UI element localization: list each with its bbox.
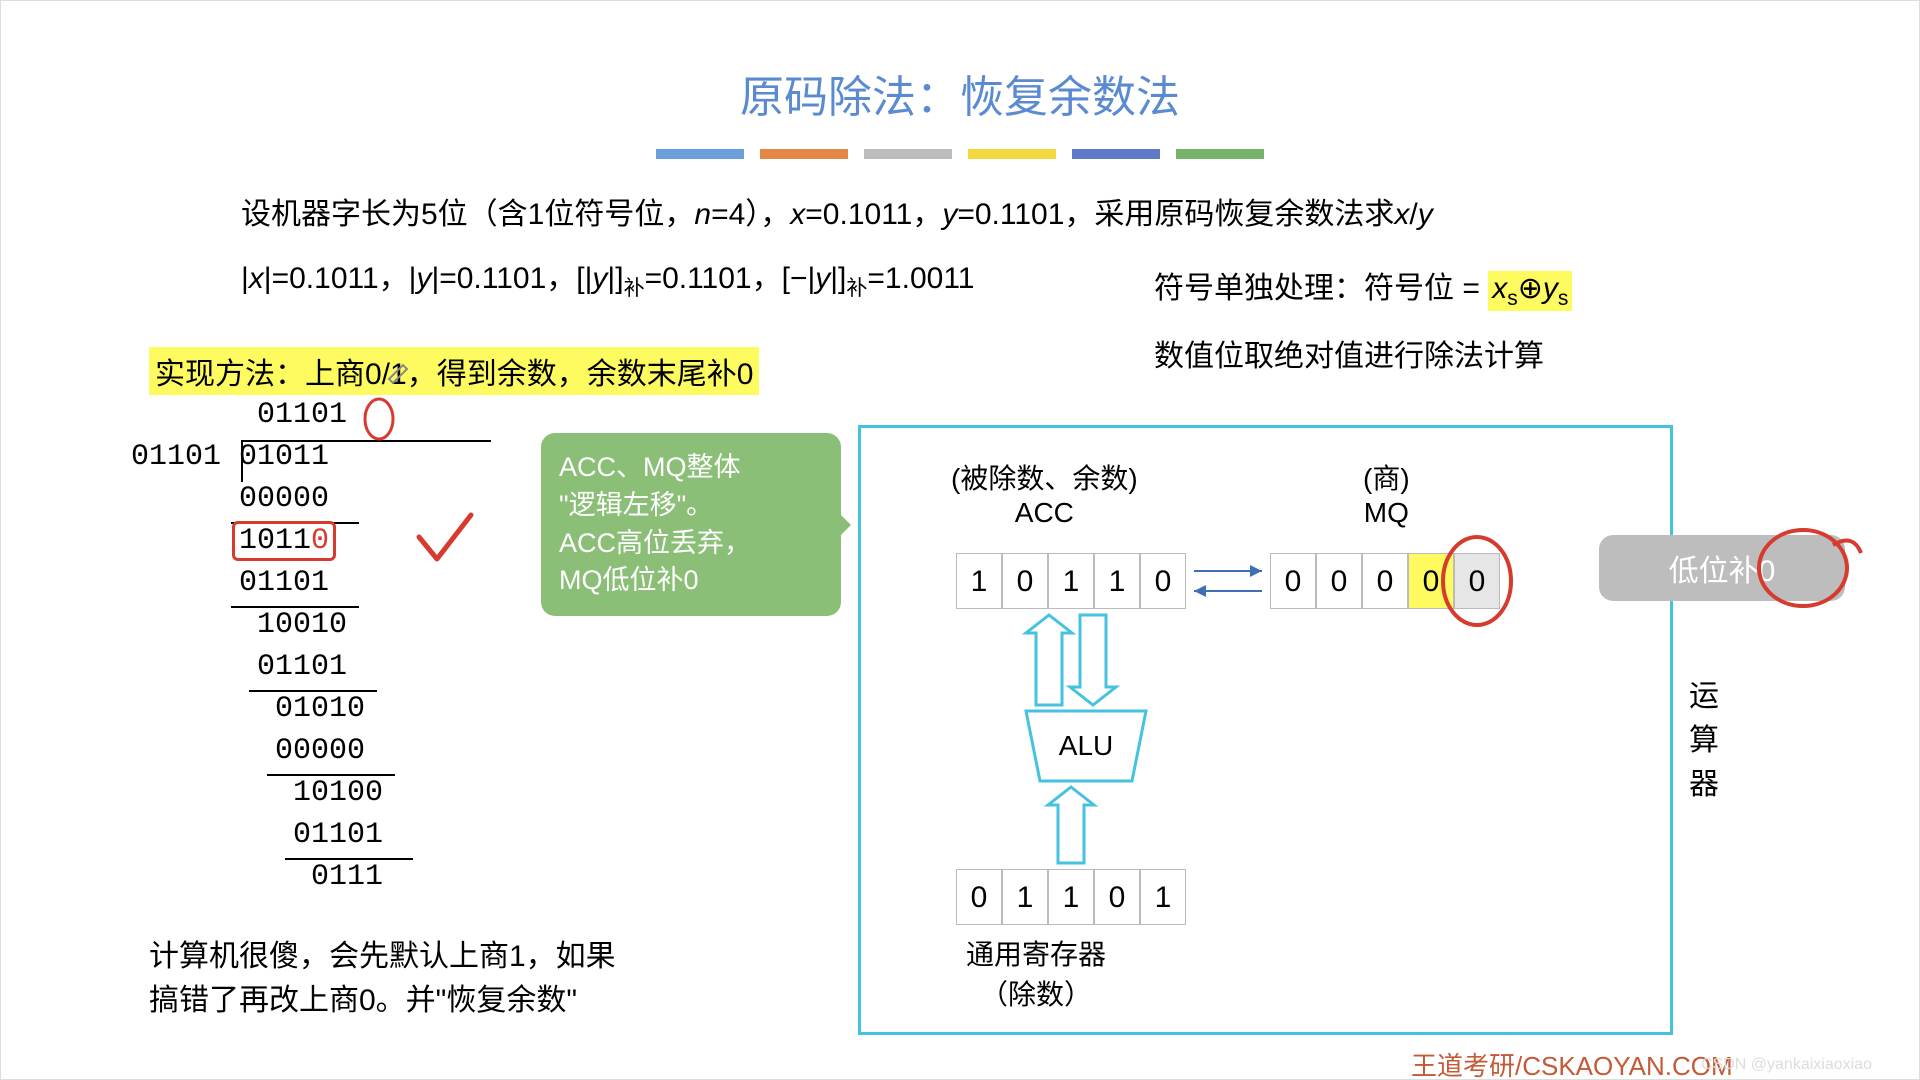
method-highlight: 实现方法：上商0/1，得到余数，余数末尾补0 bbox=[149, 347, 759, 395]
abs-note: 数值位取绝对值进行除法计算 bbox=[1154, 331, 1544, 375]
bottom-note: 计算机很傻，会先默认上商1，如果搞错了再改上商0。并"恢复余数" bbox=[149, 931, 616, 1019]
page-title: 原码除法：恢复余数法 bbox=[1, 61, 1919, 125]
gr-register: 01101 bbox=[956, 869, 1186, 925]
alu-box: ALU bbox=[1026, 711, 1146, 781]
problem-statement: 设机器字长为5位（含1位符号位，n=4），x=0.1011，y=0.1101，采… bbox=[241, 189, 1433, 233]
color-swatches bbox=[1, 149, 1919, 159]
gr-label: 通用寄存器（除数） bbox=[966, 933, 1106, 1013]
watermark-csdn: CSDN @yankaixiaoxiao bbox=[1701, 1056, 1872, 1074]
mq-register: 00000 bbox=[1270, 553, 1500, 609]
mq-label: (商)MQ bbox=[1363, 457, 1410, 529]
shift-bubble: ACC、MQ整体"逻辑左移"。ACC高位丢弃，MQ低位补0 bbox=[541, 433, 841, 616]
watermark: 王道考研/CSKAOYAN.COM bbox=[1411, 1046, 1733, 1080]
acc-register: 10110 bbox=[956, 553, 1186, 609]
formula-line: |x|=0.1011，|y|=0.1101，[|y|]补=0.1101，[−|y… bbox=[241, 253, 974, 302]
vertical-calc-label: 运算器 bbox=[1689, 671, 1719, 803]
slide: 原码除法：恢复余数法 设机器字长为5位（含1位符号位，n=4），x=0.1011… bbox=[0, 0, 1920, 1080]
lowbit-bubble: 低位补0 bbox=[1599, 535, 1845, 601]
sign-note: 符号单独处理：符号位 = xs⊕ys bbox=[1154, 263, 1572, 311]
acc-label: (被除数、余数)ACC bbox=[951, 457, 1138, 529]
